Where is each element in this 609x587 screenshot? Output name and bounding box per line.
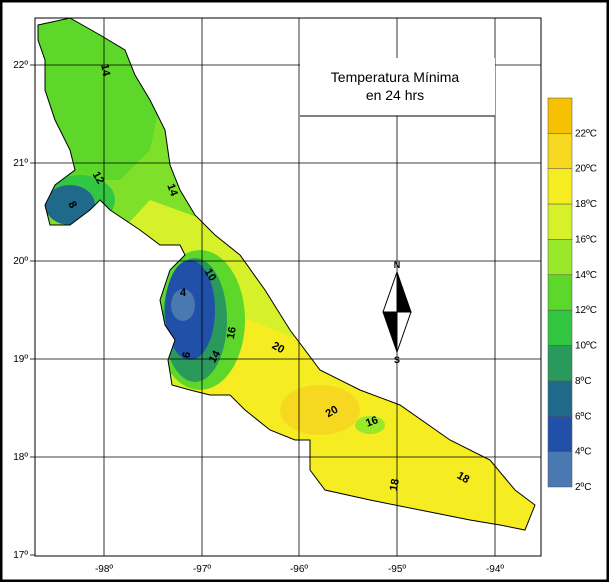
compass-north: N (394, 260, 401, 270)
legend-label: 4ºC (575, 447, 591, 458)
legend-swatch (547, 133, 573, 169)
legend-label: 10ºC (575, 341, 597, 352)
legend-swatch (547, 168, 573, 205)
latitude-label: 20º (13, 256, 28, 267)
title: Temperatura Mínima (331, 69, 460, 85)
latitude-label: 19º (13, 354, 28, 365)
tick-labels: 22º 21º 20º 19º 18º 17º -98º -97º -96º -95º -94º (13, 60, 504, 575)
legend-swatch (547, 274, 573, 311)
zone (280, 385, 360, 435)
contour-label: 14 (164, 182, 180, 198)
contour-label: 16 (364, 414, 380, 429)
state-outline (37, 17, 536, 531)
legend-swatch (547, 203, 573, 240)
legend: 22ºC 20ºC 18ºC 16ºC 14ºC 12ºC 10ºC 8ºC 6ºC 4ºC 2ºC (547, 97, 597, 493)
legend-label: 22ºC (575, 128, 597, 139)
legend-swatch (547, 97, 573, 134)
title-box (300, 58, 495, 116)
latitude-label: 22º (13, 60, 28, 71)
longitude-label: -96º (290, 564, 308, 575)
contour-label: 10 (202, 267, 219, 284)
contour-label: 12 (90, 170, 107, 187)
contour-label: 14 (98, 63, 112, 78)
legend-swatch (547, 380, 573, 417)
contour-label: 4 (180, 287, 187, 299)
zone (45, 185, 95, 225)
title: en 24 hrs (366, 87, 424, 103)
legend-label: 20ºC (575, 164, 597, 175)
zone (171, 289, 195, 321)
legend-swatch (547, 416, 573, 452)
zone (355, 416, 385, 434)
legend-label: 8ºC (575, 376, 591, 387)
legend-label: 14ºC (575, 270, 597, 281)
latitude-label: 21º (13, 158, 28, 169)
longitude-label: -94º (486, 564, 504, 575)
legend-label: 16ºC (575, 234, 597, 245)
contour-label: 18 (455, 470, 472, 487)
latitude-label: 17º (13, 550, 28, 561)
legend-swatch (547, 239, 573, 276)
legend-label: 18ºC (575, 199, 597, 210)
contour-label: 20 (324, 404, 341, 421)
compass-arrow (396, 311, 412, 353)
legend-label: 2ºC (575, 482, 591, 493)
legend-swatch (547, 345, 573, 382)
compass: N S (382, 260, 412, 365)
longitude-label: -95º (388, 564, 406, 575)
contour-label: 20 (270, 340, 287, 357)
legend-swatch (547, 451, 573, 488)
longitude-label: -98º (95, 564, 113, 575)
legend-label: 6ºC (575, 411, 591, 422)
compass-south: S (394, 355, 400, 365)
legend-swatch (547, 309, 573, 346)
legend-label: 12ºC (575, 305, 597, 316)
contour-label: 6 (180, 351, 193, 359)
longitude-label: -97º (193, 564, 211, 575)
contour-label: 18 (388, 478, 402, 492)
contour-label: 16 (225, 326, 239, 340)
contour-label: 8 (65, 199, 78, 210)
latitude-label: 18º (13, 452, 28, 463)
